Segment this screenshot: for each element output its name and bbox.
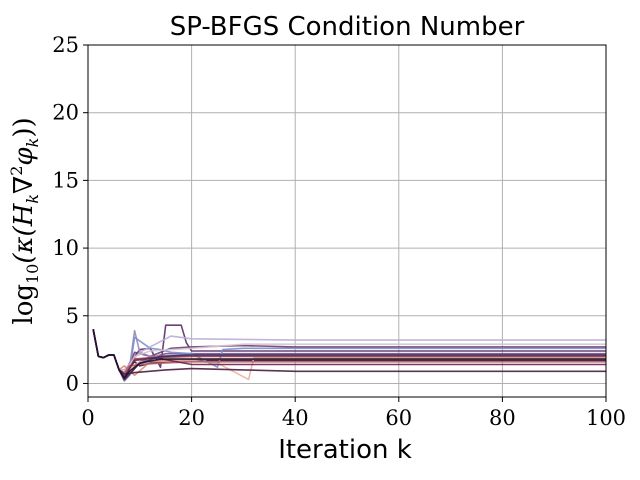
y-label-sub: 10 [23,264,42,284]
x-tick-label: 40 [282,406,309,430]
y-tick-label: 20 [52,101,79,125]
y-label-sq: 2 [7,166,26,176]
series-group [92,324,606,382]
plot-frame [87,44,607,398]
y-label-fn: log [9,284,39,325]
y-label-phi: φ [9,147,39,166]
y-label-k2: k [23,138,42,148]
x-tick-label: 80 [489,406,516,430]
y-label-nabla: ∇ [9,176,39,194]
x-tick-label: 0 [81,406,94,430]
x-axis-label: Iteration k [278,435,412,465]
series-line-16 [92,329,606,379]
x-ticks: 0 20 40 60 80 100 [81,397,626,430]
x-tick-label: 20 [178,406,205,430]
y-label-k1: k [23,194,42,204]
y-ticks: 0 5 10 15 20 25 [52,33,88,395]
y-tick-label: 0 [66,371,79,395]
y-tick-label: 5 [66,304,79,328]
x-tick-label: 60 [385,406,412,430]
y-tick-label: 15 [52,168,79,192]
y-label-close: )) [9,117,39,137]
chart-title: SP-BFGS Condition Number [170,12,525,42]
y-axis-label: log10(κ(Hk∇2φk)) [7,117,42,324]
y-tick-label: 10 [52,236,79,260]
x-tick-label: 100 [586,406,626,430]
y-tick-label: 25 [52,33,79,57]
y-label-body: (κ(H [9,202,39,263]
